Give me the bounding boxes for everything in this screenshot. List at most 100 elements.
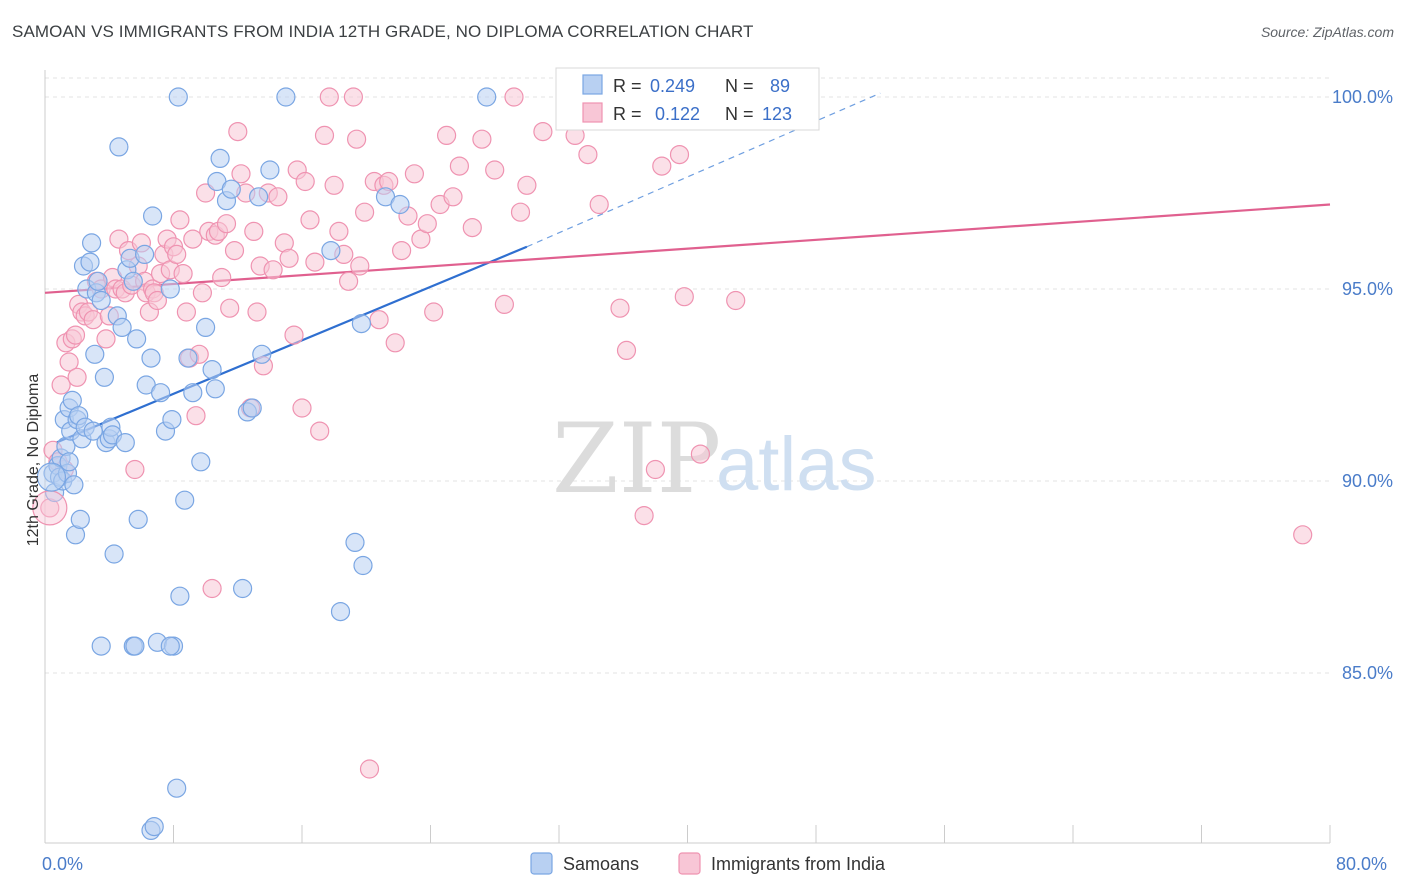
samoan-point-57 <box>170 586 190 606</box>
india-point-43 <box>176 302 196 322</box>
y-tick-label-2: 95.0% <box>1342 279 1393 299</box>
legend-n-label-1: N = <box>725 76 759 96</box>
india-point-118 <box>645 459 666 480</box>
india-point-96 <box>404 164 424 184</box>
data-points <box>32 87 1313 841</box>
source-label: Source: ZipAtlas.com <box>1260 24 1394 40</box>
india-point-9 <box>67 367 87 387</box>
india-point-101 <box>437 125 457 145</box>
y-tick-label-0: 85.0% <box>1342 663 1393 683</box>
samoan-point-28 <box>91 290 111 311</box>
samoan-point-36 <box>109 137 129 157</box>
samoan-point-58 <box>175 490 195 510</box>
india-point-80 <box>324 175 344 195</box>
india-point-114 <box>589 194 609 215</box>
samoan-point-56 <box>168 87 188 107</box>
india-point-79 <box>319 87 339 107</box>
samoan-point-76 <box>321 241 341 261</box>
samoan-point-72 <box>249 187 269 207</box>
india-point-59 <box>231 164 251 184</box>
india-point-57 <box>224 241 245 261</box>
india-point-6 <box>59 352 79 372</box>
india-point-17 <box>96 329 116 349</box>
india-point-120 <box>669 145 690 165</box>
india-point-75 <box>300 210 320 230</box>
india-point-105 <box>472 129 492 149</box>
india-point-87 <box>355 202 375 222</box>
samoan-point-53 <box>162 410 182 430</box>
india-point-98 <box>417 214 437 234</box>
india-point-45 <box>183 229 203 249</box>
samoan-point-25 <box>85 344 105 364</box>
samoan-point-50 <box>151 383 171 403</box>
india-point-67 <box>263 260 283 280</box>
india-point-3 <box>51 375 71 395</box>
samoan-point-48 <box>143 206 163 226</box>
india-point-121 <box>674 287 694 307</box>
samoan-point-63 <box>202 360 222 380</box>
samoan-point-73 <box>252 344 272 364</box>
india-point-58 <box>228 122 248 142</box>
samoan-point-large <box>36 462 67 492</box>
samoan-point-44 <box>128 509 148 530</box>
india-point-51 <box>202 578 222 599</box>
india-trend-line <box>44 203 1331 294</box>
watermark-atlas: atlas <box>716 422 877 507</box>
india-point-62 <box>244 221 264 241</box>
india-point-123 <box>726 290 746 311</box>
india-point-104 <box>462 218 482 238</box>
bottom-legend-india: Immigrants from India <box>711 854 886 874</box>
samoan-point-13 <box>64 475 84 495</box>
india-point-109 <box>510 202 531 222</box>
india-point-103 <box>449 156 469 176</box>
y-tick-label-1: 90.0% <box>1342 471 1393 491</box>
india-point-86 <box>350 256 370 276</box>
samoan-point-86 <box>160 636 180 656</box>
india-point-68 <box>268 187 288 207</box>
india-point-122 <box>690 444 711 464</box>
india-point-108 <box>504 87 524 107</box>
india-point-83 <box>339 271 359 291</box>
india-point-34 <box>147 290 167 311</box>
samoan-point-87 <box>125 636 145 656</box>
samoan-point-79 <box>351 314 371 334</box>
x-tick-label-max: 80.0% <box>1336 854 1387 874</box>
samoan-point-47 <box>141 348 161 368</box>
samoan-point-80 <box>353 555 373 576</box>
samoan-point-62 <box>196 317 216 337</box>
india-point-94 <box>392 241 412 261</box>
axes <box>44 70 1331 844</box>
legend-r-label-2: R = <box>613 104 647 124</box>
india-point-14 <box>83 310 103 330</box>
y-tick-labels: 85.0% 90.0% 95.0% 100.0% <box>1332 87 1393 683</box>
india-point-119 <box>652 156 672 176</box>
legend-n-value-1: 89 <box>770 76 790 96</box>
samoan-point-68 <box>221 179 241 199</box>
india-point-77 <box>310 421 330 441</box>
samoan-point-22 <box>80 252 100 272</box>
samoan-point-29 <box>94 367 115 387</box>
watermark: ZIP atlas <box>552 403 877 515</box>
india-point-55 <box>216 214 237 234</box>
india-point-41 <box>170 210 190 230</box>
india-point-90 <box>369 310 389 330</box>
samoan-point-82 <box>390 194 410 215</box>
india-point-88 <box>359 759 380 779</box>
india-point-56 <box>220 298 240 318</box>
india-point-76 <box>305 252 325 272</box>
samoan-point-38 <box>115 433 135 453</box>
india-point-107 <box>494 294 514 314</box>
samoan-point-85 <box>144 816 164 837</box>
svg-text:R = 0.249 N =: R = 0.249 N = 89 <box>613 76 790 96</box>
india-point-93 <box>385 333 405 353</box>
india-point-111 <box>533 122 553 142</box>
y-axis-label: 12th Grade, No Diploma <box>25 374 42 547</box>
india-point-85 <box>347 129 367 149</box>
india-point-117 <box>634 505 654 526</box>
india-point-106 <box>485 160 505 180</box>
india-point-81 <box>329 221 349 241</box>
samoan-point-71 <box>242 398 262 418</box>
india-point-49 <box>196 183 216 203</box>
samoan-point-52 <box>160 279 180 299</box>
